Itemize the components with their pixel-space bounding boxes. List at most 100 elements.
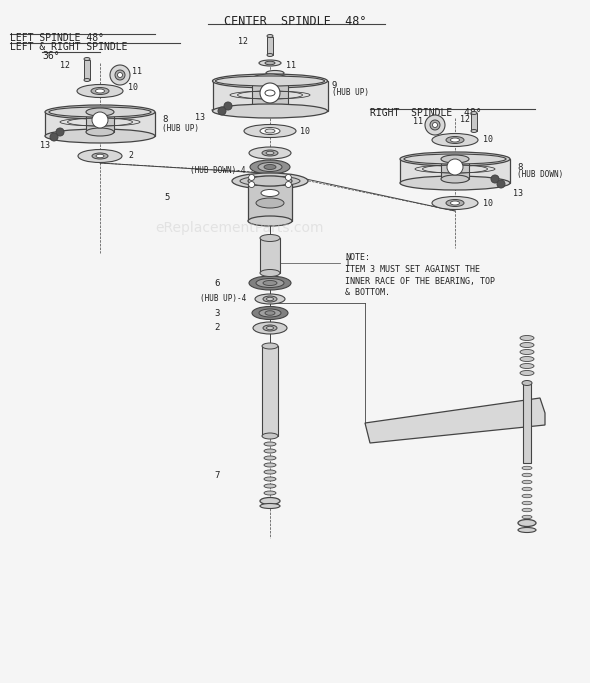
Bar bbox=[86, 112, 114, 132]
Ellipse shape bbox=[244, 124, 296, 137]
Text: 11: 11 bbox=[286, 61, 296, 70]
Text: (HUB UP)-4: (HUB UP)-4 bbox=[200, 294, 246, 303]
Ellipse shape bbox=[518, 527, 536, 533]
Ellipse shape bbox=[262, 343, 278, 349]
Ellipse shape bbox=[260, 234, 280, 242]
Bar bbox=[45, 112, 155, 136]
Text: 13: 13 bbox=[40, 141, 50, 150]
Ellipse shape bbox=[522, 487, 532, 491]
Bar bbox=[400, 159, 510, 183]
Ellipse shape bbox=[522, 508, 532, 512]
Ellipse shape bbox=[260, 503, 280, 509]
Circle shape bbox=[432, 122, 438, 128]
Ellipse shape bbox=[240, 176, 300, 186]
Bar bbox=[267, 37, 273, 55]
Polygon shape bbox=[365, 398, 545, 443]
Ellipse shape bbox=[520, 357, 534, 361]
Ellipse shape bbox=[518, 520, 536, 527]
Ellipse shape bbox=[400, 176, 510, 190]
Text: (HUB UP): (HUB UP) bbox=[332, 89, 369, 98]
Ellipse shape bbox=[471, 130, 477, 133]
Circle shape bbox=[50, 133, 58, 141]
Ellipse shape bbox=[441, 175, 469, 183]
Text: 12: 12 bbox=[60, 61, 70, 70]
Ellipse shape bbox=[263, 281, 277, 285]
Text: 5: 5 bbox=[165, 193, 170, 202]
Text: 6: 6 bbox=[215, 279, 220, 288]
Ellipse shape bbox=[259, 60, 281, 66]
Ellipse shape bbox=[96, 154, 104, 158]
Ellipse shape bbox=[471, 111, 477, 115]
Ellipse shape bbox=[432, 197, 478, 210]
Text: 13: 13 bbox=[195, 113, 205, 122]
Ellipse shape bbox=[84, 57, 90, 61]
Text: 1: 1 bbox=[345, 258, 350, 268]
Text: 10: 10 bbox=[483, 135, 493, 145]
Ellipse shape bbox=[262, 433, 278, 439]
Ellipse shape bbox=[267, 53, 273, 57]
Ellipse shape bbox=[266, 70, 284, 76]
Ellipse shape bbox=[522, 466, 532, 470]
Ellipse shape bbox=[446, 199, 464, 206]
Ellipse shape bbox=[263, 325, 277, 331]
Circle shape bbox=[248, 182, 255, 188]
Ellipse shape bbox=[446, 137, 464, 143]
Bar bbox=[84, 60, 90, 80]
Circle shape bbox=[92, 112, 108, 128]
Ellipse shape bbox=[520, 342, 534, 348]
Text: 3: 3 bbox=[215, 309, 220, 318]
Ellipse shape bbox=[264, 477, 276, 481]
Ellipse shape bbox=[264, 491, 276, 495]
Ellipse shape bbox=[266, 151, 274, 155]
Circle shape bbox=[447, 159, 463, 175]
Ellipse shape bbox=[248, 216, 292, 226]
Text: 10: 10 bbox=[128, 83, 138, 92]
Bar bbox=[252, 79, 288, 105]
Ellipse shape bbox=[263, 296, 277, 302]
Ellipse shape bbox=[522, 494, 532, 498]
Ellipse shape bbox=[49, 107, 151, 117]
Ellipse shape bbox=[520, 335, 534, 341]
Circle shape bbox=[425, 115, 445, 135]
Ellipse shape bbox=[253, 322, 287, 334]
Text: (HUB DOWN): (HUB DOWN) bbox=[517, 171, 563, 180]
Ellipse shape bbox=[255, 294, 285, 304]
Text: 13: 13 bbox=[513, 189, 523, 197]
Ellipse shape bbox=[258, 163, 282, 171]
Ellipse shape bbox=[232, 173, 308, 189]
Ellipse shape bbox=[264, 470, 276, 474]
Ellipse shape bbox=[86, 108, 114, 116]
Circle shape bbox=[56, 128, 64, 136]
Text: NOTE:
ITEM 3 MUST SET AGAINST THE
INNER RACE OF THE BEARING, TOP
& BOTTOM.: NOTE: ITEM 3 MUST SET AGAINST THE INNER … bbox=[345, 253, 495, 297]
Ellipse shape bbox=[265, 61, 275, 65]
Ellipse shape bbox=[451, 138, 460, 142]
Ellipse shape bbox=[522, 473, 532, 477]
Ellipse shape bbox=[86, 128, 114, 136]
Ellipse shape bbox=[262, 150, 278, 156]
Bar bbox=[471, 113, 477, 131]
Bar bbox=[262, 346, 278, 436]
Bar bbox=[213, 81, 328, 111]
Text: 10: 10 bbox=[300, 126, 310, 135]
Circle shape bbox=[117, 72, 123, 77]
Ellipse shape bbox=[267, 326, 274, 330]
Circle shape bbox=[218, 107, 226, 115]
Ellipse shape bbox=[252, 307, 288, 320]
Text: eReplacementParts.com: eReplacementParts.com bbox=[156, 221, 324, 235]
Ellipse shape bbox=[45, 129, 155, 143]
Ellipse shape bbox=[260, 270, 280, 277]
Text: 2: 2 bbox=[128, 152, 133, 161]
Circle shape bbox=[110, 65, 130, 85]
Ellipse shape bbox=[265, 311, 275, 316]
Text: 8: 8 bbox=[517, 163, 522, 171]
Circle shape bbox=[286, 182, 291, 188]
Ellipse shape bbox=[404, 154, 506, 164]
Text: 11: 11 bbox=[132, 68, 142, 76]
Ellipse shape bbox=[77, 85, 123, 98]
Ellipse shape bbox=[451, 201, 460, 205]
Ellipse shape bbox=[520, 350, 534, 354]
Ellipse shape bbox=[261, 189, 279, 197]
Ellipse shape bbox=[265, 129, 275, 133]
Ellipse shape bbox=[264, 442, 276, 446]
Ellipse shape bbox=[78, 150, 122, 163]
